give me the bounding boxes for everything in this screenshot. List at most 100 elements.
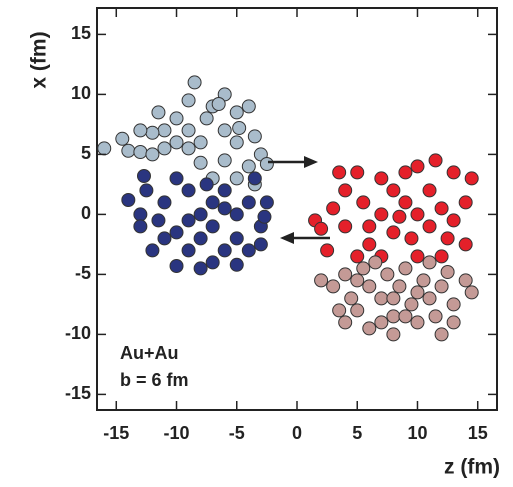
nucleon bbox=[374, 315, 389, 330]
nucleon bbox=[241, 243, 256, 258]
nucleon bbox=[169, 225, 184, 240]
nucleon bbox=[410, 249, 425, 264]
nucleon bbox=[410, 159, 425, 174]
nucleon bbox=[151, 105, 166, 120]
nucleon bbox=[259, 157, 274, 171]
nucleon bbox=[133, 207, 148, 222]
nucleon bbox=[241, 195, 256, 210]
nucleon bbox=[446, 165, 461, 180]
nucleon bbox=[434, 249, 449, 264]
nucleon bbox=[217, 153, 232, 168]
nucleon bbox=[398, 195, 413, 210]
marks bbox=[97, 75, 479, 342]
nucleon bbox=[259, 195, 274, 210]
nucleon bbox=[169, 171, 184, 186]
nucleon bbox=[217, 243, 232, 258]
nucleon bbox=[428, 153, 443, 168]
nucleon bbox=[229, 257, 244, 272]
nucleon bbox=[422, 183, 437, 198]
nucleon bbox=[205, 219, 220, 234]
nucleon bbox=[380, 267, 395, 282]
x-tick-label: 5 bbox=[352, 423, 362, 443]
nucleon bbox=[157, 195, 172, 210]
nucleon bbox=[326, 201, 341, 216]
nucleon bbox=[205, 255, 220, 270]
nucleon bbox=[139, 183, 154, 198]
nucleon bbox=[368, 255, 383, 270]
nucleon bbox=[386, 183, 401, 198]
nucleon bbox=[181, 183, 196, 198]
nucleon bbox=[151, 213, 166, 228]
nucleon bbox=[332, 165, 347, 180]
nucleon bbox=[157, 141, 172, 156]
x-tick-label: -5 bbox=[229, 423, 245, 443]
nucleon bbox=[410, 207, 425, 222]
nucleon bbox=[187, 75, 202, 90]
nucleon bbox=[392, 279, 407, 294]
nucleon bbox=[181, 213, 196, 228]
nucleon bbox=[374, 171, 389, 186]
nucleon bbox=[133, 123, 148, 138]
nucleon bbox=[362, 237, 377, 252]
nucleon bbox=[356, 261, 371, 276]
nucleon bbox=[247, 171, 262, 186]
nucleon bbox=[446, 315, 461, 330]
nucleon bbox=[169, 259, 184, 273]
nucleon bbox=[440, 231, 455, 246]
nucleon bbox=[229, 171, 244, 186]
nucleon bbox=[121, 193, 136, 207]
nucleon bbox=[350, 303, 365, 318]
nucleon bbox=[434, 279, 449, 294]
nucleon bbox=[446, 297, 461, 312]
annotation: b = 6 fm bbox=[120, 370, 189, 390]
nucleon bbox=[386, 291, 401, 306]
nucleon bbox=[229, 207, 244, 222]
nucleon bbox=[115, 131, 130, 146]
y-axis-label: x (fm) bbox=[28, 31, 51, 88]
nucleon bbox=[464, 171, 479, 186]
nucleon bbox=[199, 177, 214, 192]
nucleon bbox=[145, 147, 160, 162]
nucleon bbox=[356, 195, 371, 210]
nucleon bbox=[350, 273, 365, 288]
nucleon bbox=[350, 249, 365, 264]
arrows bbox=[268, 156, 330, 244]
nucleon bbox=[217, 183, 232, 198]
x-tick-label: 0 bbox=[292, 423, 302, 443]
nucleon bbox=[458, 237, 473, 252]
nucleon bbox=[362, 279, 377, 294]
nucleon bbox=[157, 231, 172, 246]
nucleon bbox=[229, 105, 244, 120]
nucleon bbox=[97, 141, 112, 156]
y-tick-label: -10 bbox=[65, 323, 91, 343]
nucleon bbox=[434, 201, 449, 216]
nucleon bbox=[253, 237, 268, 252]
nucleon bbox=[181, 123, 196, 138]
nucleon bbox=[386, 225, 401, 240]
nucleon bbox=[121, 143, 136, 158]
nucleon bbox=[422, 219, 437, 234]
nucleon bbox=[410, 285, 425, 300]
nucleon bbox=[314, 273, 329, 288]
y-tick-label: -15 bbox=[65, 383, 91, 403]
nucleon bbox=[326, 279, 341, 294]
nucleon bbox=[320, 243, 335, 258]
y-tick-label: -5 bbox=[75, 263, 91, 283]
nucleon bbox=[211, 97, 226, 111]
x-tick-label: -10 bbox=[164, 423, 190, 443]
nucleon bbox=[362, 219, 377, 234]
nucleon bbox=[350, 165, 365, 180]
y-tick-label: 15 bbox=[71, 23, 91, 43]
nucleon bbox=[193, 261, 208, 276]
nucleon bbox=[392, 209, 407, 224]
nucleon bbox=[181, 141, 196, 156]
nucleon bbox=[205, 195, 220, 210]
nucleon bbox=[338, 183, 353, 198]
nucleon bbox=[416, 273, 431, 288]
nucleon bbox=[181, 243, 196, 258]
nucleon bbox=[193, 231, 208, 246]
nucleon bbox=[344, 291, 359, 306]
nucleon bbox=[232, 121, 247, 135]
nucleon bbox=[193, 155, 208, 170]
